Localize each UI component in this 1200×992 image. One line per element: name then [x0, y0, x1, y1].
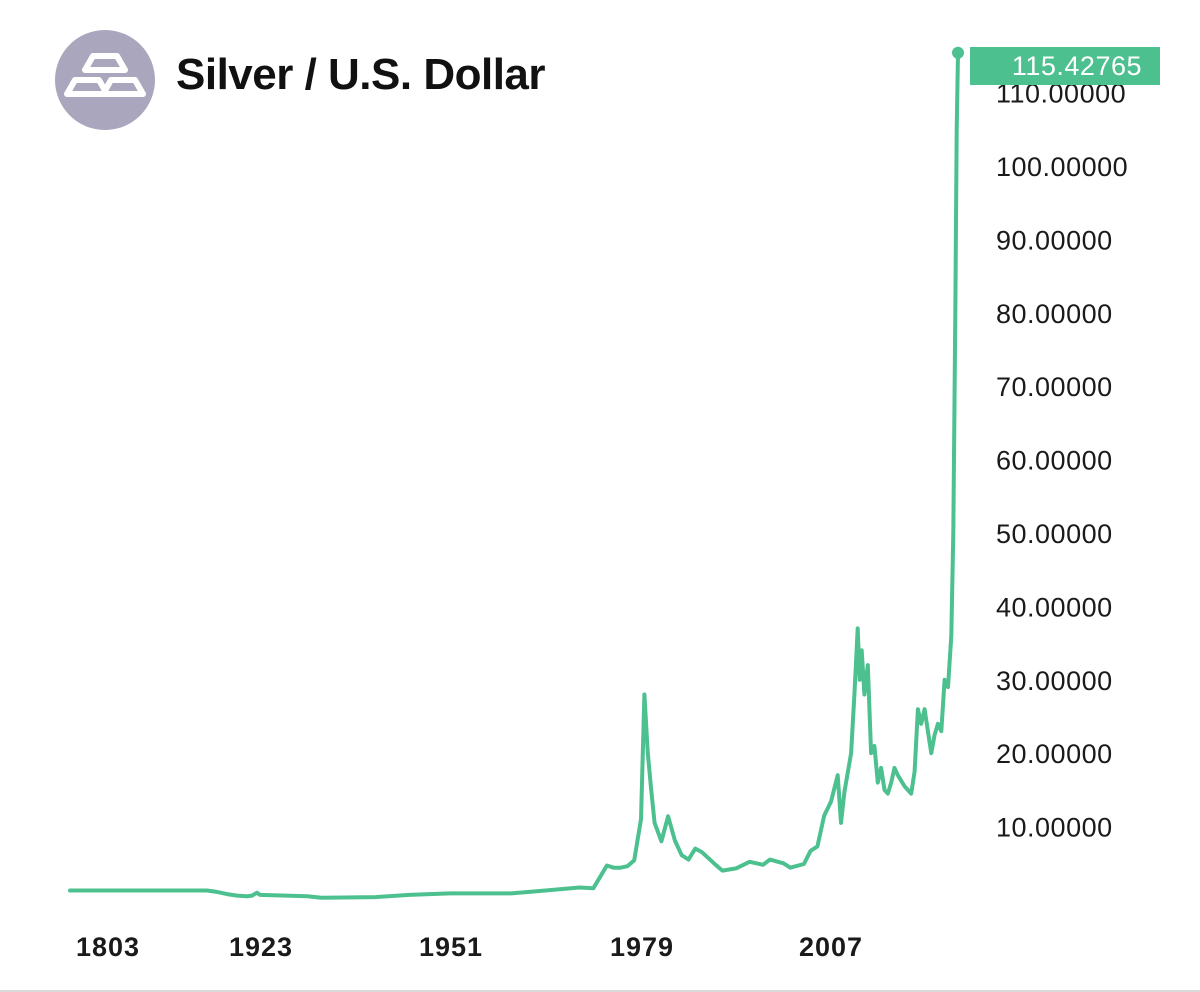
y-tick-label: 90.00000 [996, 225, 1113, 255]
y-tick-label: 30.00000 [996, 666, 1113, 696]
silver-bars-icon [55, 30, 155, 130]
x-tick-label: 1979 [610, 932, 674, 962]
y-tick-label: 70.00000 [996, 372, 1113, 402]
series-line [68, 50, 960, 900]
x-tick-label: 2007 [799, 932, 863, 962]
y-tick-label: 10.00000 [996, 813, 1113, 843]
y-tick-label: 20.00000 [996, 739, 1113, 769]
series-area [70, 52, 958, 901]
chart-title: Silver / U.S. Dollar [176, 50, 546, 99]
y-tick-label: 50.00000 [996, 519, 1113, 549]
y-tick-label: 40.00000 [996, 592, 1113, 622]
y-tick-label: 100.00000 [996, 152, 1128, 182]
y-tick-label: 60.00000 [996, 446, 1113, 476]
last-value-label: 115.42765 [1012, 51, 1142, 81]
last-value-badge [970, 47, 1160, 85]
y-tick-label: 80.00000 [996, 299, 1113, 329]
last-point-marker [952, 46, 964, 59]
x-tick-label: 1803 [76, 932, 140, 962]
bottom-divider [0, 990, 1200, 992]
x-tick-label: 1923 [229, 932, 293, 962]
x-tick-label: 1951 [419, 932, 483, 962]
